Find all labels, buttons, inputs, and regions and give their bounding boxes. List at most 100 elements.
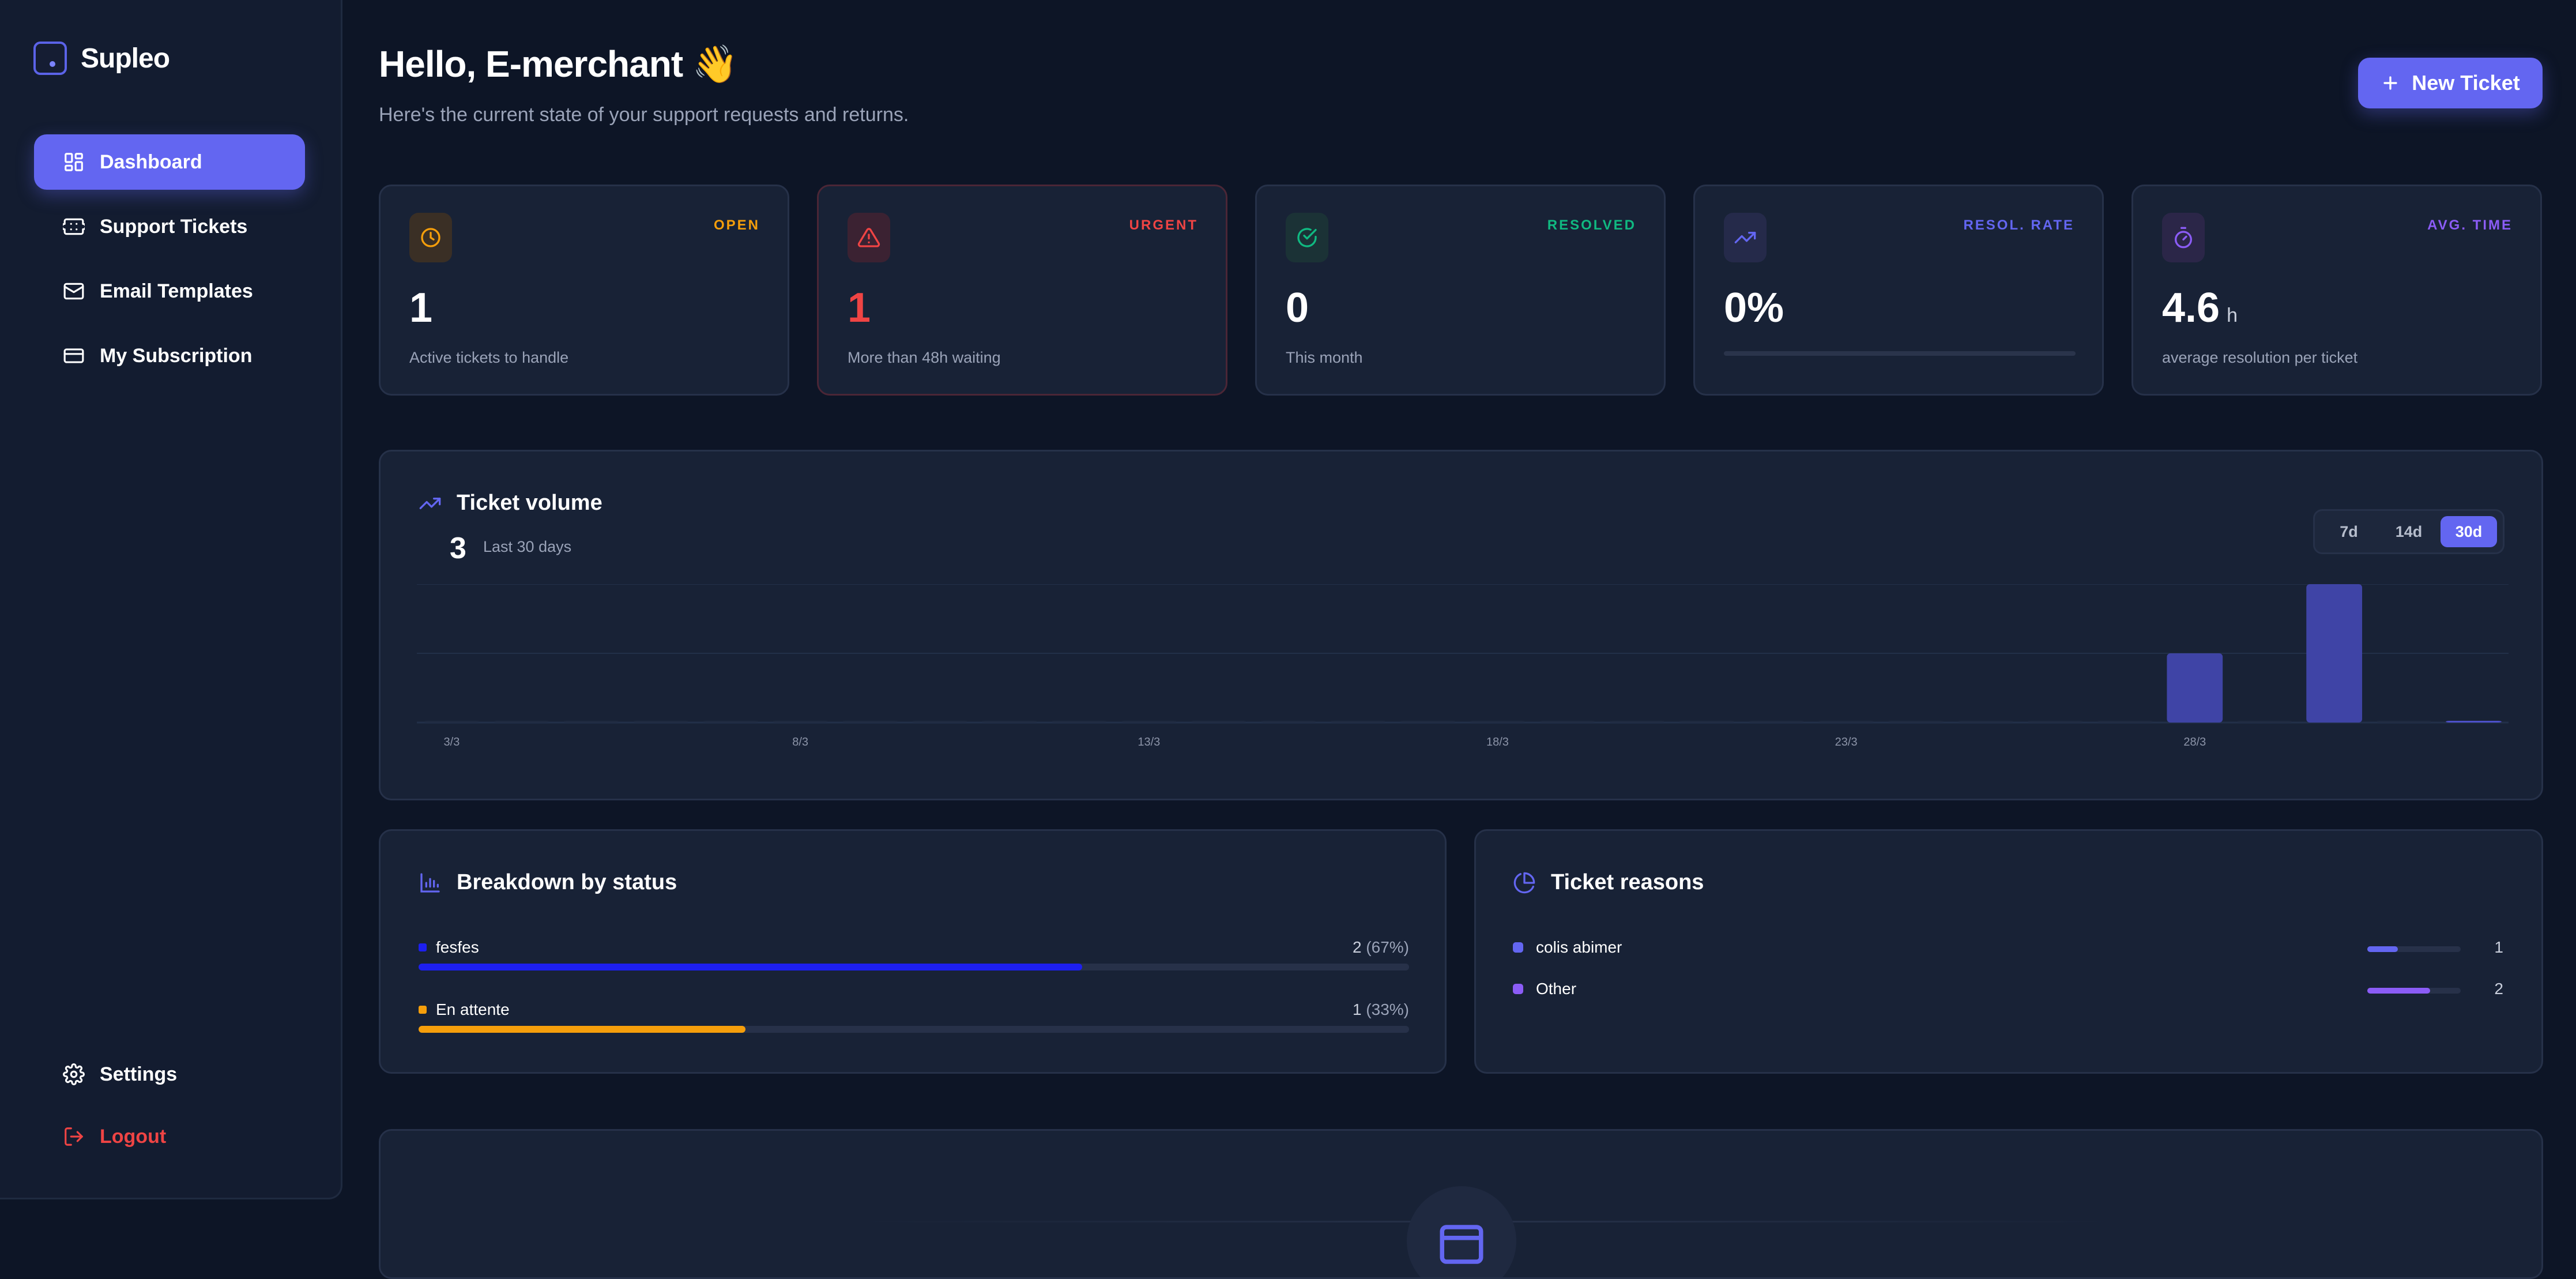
status-count-percent: (33%) (1366, 1000, 1409, 1018)
mail-icon (63, 283, 84, 300)
chart-bar[interactable] (702, 721, 759, 723)
stat-tag: AVG. TIME (2427, 217, 2513, 233)
reason-count: 1 (2494, 938, 2503, 956)
chart-bar[interactable] (563, 721, 619, 723)
ticket-volume-range-label: Last 30 days (483, 538, 572, 555)
chart-tick-label: 3/3 (444, 736, 460, 748)
credit-card-icon (63, 348, 84, 363)
status-count: 2 (67%) (1353, 938, 1409, 957)
status-progress-fill (419, 964, 1083, 970)
alert-triangle-icon (857, 228, 880, 247)
chart-bar[interactable] (1957, 721, 2014, 723)
chart-bar[interactable] (2306, 584, 2363, 723)
chart-bar[interactable] (2097, 721, 2153, 723)
trending-up-icon (419, 497, 441, 509)
resolution-rate-bar (1724, 351, 2076, 356)
chart-bar[interactable] (2446, 721, 2502, 723)
reason-progress-fill (2367, 946, 2398, 952)
reason-row: Other 2 (1513, 980, 2503, 1003)
empty-state-icon-circle (1407, 1186, 1516, 1277)
sidebar-item-settings[interactable]: Settings (34, 1047, 305, 1102)
trending-up-icon (1734, 232, 1756, 243)
sidebar-item-label: Support Tickets (100, 215, 248, 238)
stat-description: More than 48h waiting (848, 349, 1001, 366)
timer-icon (2175, 227, 2192, 249)
sidebar-item-support-tickets[interactable]: Support Tickets (34, 199, 305, 254)
chart-bar[interactable] (2027, 721, 2084, 723)
chart-bar[interactable] (424, 721, 480, 723)
reason-progress-fill (2367, 988, 2430, 994)
status-color-dot (419, 1006, 427, 1014)
sidebar-item-email-templates[interactable]: Email Templates (34, 264, 305, 319)
chart-tick-label: 28/3 (2183, 736, 2206, 748)
chart-bar[interactable] (494, 721, 549, 723)
chart-bar[interactable] (2376, 721, 2432, 723)
status-label: fesfes (419, 938, 479, 957)
status-name: fesfes (436, 938, 479, 956)
stat-icon-box (409, 213, 452, 262)
reason-progress-track (2367, 946, 2461, 952)
chart-bar[interactable] (1888, 721, 1944, 723)
chart-bar[interactable] (912, 721, 968, 723)
chart-bar[interactable] (1191, 721, 1247, 723)
bar-chart-icon (420, 872, 440, 893)
status-count-value: 1 (1352, 1000, 1362, 1018)
plus-icon (2383, 76, 2397, 90)
ticket-volume-chart: 3/3 8/3 13/3 18/3 23/3 28/3 (417, 584, 2509, 748)
chart-bar[interactable] (842, 721, 898, 723)
chart-bar[interactable] (1260, 721, 1317, 723)
chart-bar[interactable] (2236, 721, 2293, 723)
status-color-dot (419, 943, 427, 951)
new-ticket-label: New Ticket (2412, 71, 2520, 95)
status-count: 1 (33%) (1353, 1000, 1409, 1019)
stat-value: 0% (1724, 285, 1784, 331)
sidebar-item-my-subscription[interactable]: My Subscription (34, 328, 305, 383)
chart-bar[interactable] (632, 721, 689, 723)
chart-bar[interactable] (1121, 721, 1177, 723)
stat-tag: RESOL. RATE (1963, 217, 2074, 233)
brand[interactable]: Supleo (33, 42, 170, 75)
stat-card-resolution-rate: RESOL. RATE 0% (1693, 185, 2104, 396)
stat-description: This month (1286, 349, 1363, 366)
chart-bar[interactable] (1818, 721, 1874, 723)
logout-button[interactable]: Logout (34, 1109, 305, 1164)
chart-bar[interactable] (2167, 653, 2223, 723)
new-ticket-button[interactable]: New Ticket (2358, 58, 2543, 108)
sidebar-item-dashboard[interactable]: Dashboard (34, 134, 305, 190)
chart-tick-label: 23/3 (1835, 736, 1858, 748)
main-nav: Dashboard Support Tickets Email Template… (34, 134, 305, 393)
chart-bar[interactable] (1400, 721, 1456, 723)
range-button-14d[interactable]: 14d (2395, 522, 2423, 540)
stat-tag: OPEN (713, 217, 760, 233)
stat-icon-box (2162, 213, 2205, 262)
reason-color-dot (1513, 984, 1523, 994)
tickets-empty-panel (379, 1129, 2543, 1279)
range-button-30d[interactable]: 30d (2441, 516, 2497, 547)
range-button-7d[interactable]: 7d (2340, 522, 2358, 540)
chart-bar[interactable] (1678, 721, 1735, 723)
ticket-volume-panel: Ticket volume 3 Last 30 days 7d 14d 30d … (379, 450, 2543, 800)
panel-title: Ticket reasons (1513, 870, 1704, 895)
stat-tag: URGENT (1129, 217, 1198, 233)
sidebar-item-label: Dashboard (100, 151, 202, 173)
status-progress-fill (419, 1026, 745, 1033)
stat-value: 1 (409, 285, 433, 331)
chart-bar[interactable] (981, 721, 1038, 723)
panel-title: Ticket volume (419, 491, 602, 516)
stat-card-open: OPEN 1 Active tickets to handle (379, 185, 789, 396)
sidebar-item-label: Email Templates (100, 280, 253, 302)
page-title: Hello, E-merchant 👋 (379, 43, 739, 85)
chart-bar[interactable] (1051, 721, 1108, 723)
sidebar: Supleo Dashboard Support Tickets Email T… (0, 0, 342, 1199)
chart-bar[interactable] (772, 721, 828, 723)
chart-bar[interactable] (1609, 721, 1665, 723)
sidebar-item-label: Settings (100, 1063, 178, 1085)
chart-bar[interactable] (1470, 721, 1526, 723)
reason-row: colis abimer 1 (1513, 938, 2503, 961)
dashboard-icon (65, 153, 83, 171)
chart-bar[interactable] (1748, 721, 1805, 723)
sidebar-item-label: My Subscription (100, 344, 253, 367)
chart-bar[interactable] (1539, 721, 1595, 723)
panel-title-text: Breakdown by status (457, 870, 677, 894)
chart-bar[interactable] (1330, 721, 1386, 723)
